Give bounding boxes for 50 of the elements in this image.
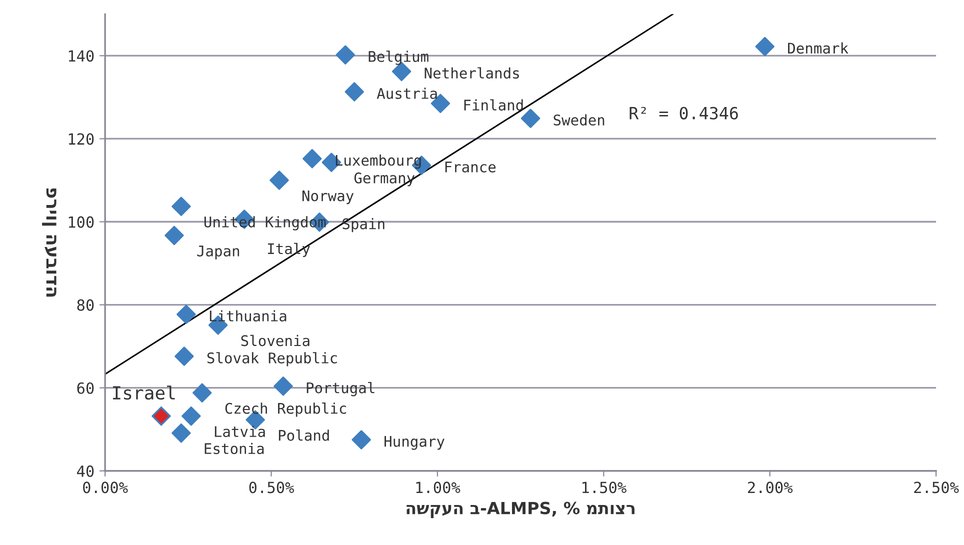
y-axis-title: פריון העבודה (42, 188, 56, 297)
y-tick-label: 120 (68, 133, 94, 145)
x-tick-label: 1.50% (582, 482, 626, 494)
annotation: Netherlands (424, 67, 519, 79)
annotation: Norway (302, 190, 354, 204)
point (172, 196, 191, 216)
point (152, 406, 171, 426)
annotation: Slovenia (241, 334, 310, 346)
annotation: France (445, 162, 496, 172)
annotation: Portugal (306, 382, 374, 396)
y-tick-label: 60 (77, 382, 94, 394)
point (172, 423, 191, 443)
annotation: Spain (342, 218, 384, 232)
annotation: R² = 0.4346 (630, 106, 738, 120)
series-label: Israel (113, 386, 175, 400)
point (192, 383, 212, 402)
x-axis-title: השקעה ב-ALMPS, % מתוצר (406, 502, 634, 518)
point (344, 82, 364, 102)
x-tick-label: 1.00% (416, 482, 460, 494)
x-tick-label: 0.50% (249, 482, 294, 494)
x-tick-label: 2.00% (748, 482, 793, 494)
annotation: Lithuania (210, 310, 286, 322)
x-tick-label: 0.00% (83, 482, 128, 494)
y-tick-label: 80 (77, 299, 94, 311)
point (274, 376, 293, 396)
annotation: Estonia (204, 442, 264, 454)
annotation: Belgium (368, 50, 428, 65)
annotation: Czech Republic (225, 402, 346, 417)
point (176, 304, 196, 324)
y-tick-label: 140 (68, 50, 94, 62)
annotation: Latvia (214, 426, 265, 438)
annotation: Poland (278, 429, 329, 441)
point (352, 430, 371, 450)
point (270, 170, 289, 190)
annotation: Austria (376, 88, 437, 99)
annotation: Denmark (788, 42, 848, 54)
point (174, 346, 194, 366)
annotation: Japan (197, 246, 240, 260)
point (164, 226, 184, 246)
annotation: Sweden (554, 114, 604, 126)
point (302, 149, 322, 168)
point (336, 45, 356, 64)
point (755, 36, 774, 56)
annotation: Finland (464, 99, 523, 111)
annotation: Hungary (384, 436, 444, 450)
y-tick-label: 40 (77, 465, 94, 477)
point (182, 406, 201, 426)
x-tick-label: 2.50% (914, 482, 959, 494)
y-tick-label: 100 (68, 216, 94, 228)
annotation: Slovak Republic (207, 352, 337, 366)
